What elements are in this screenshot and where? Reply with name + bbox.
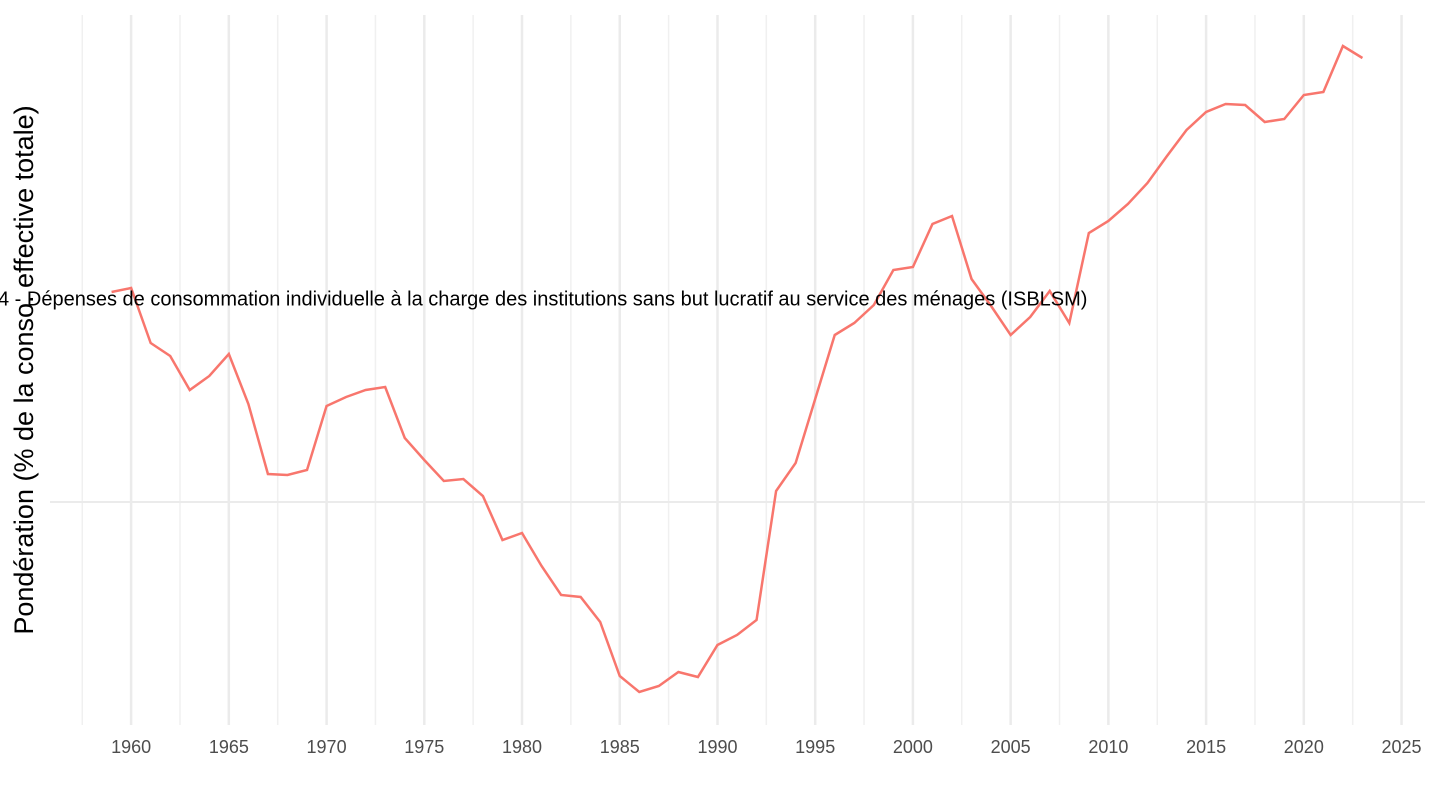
x-tick-label: 2005: [991, 737, 1031, 757]
x-tick-label: 1975: [404, 737, 444, 757]
x-tick-label: 2010: [1088, 737, 1128, 757]
x-tick-label: 1960: [111, 737, 151, 757]
x-tick-label: 1985: [600, 737, 640, 757]
x-tick-label: 1970: [307, 737, 347, 757]
x-tick-label: 1980: [502, 737, 542, 757]
x-tick-label: 2015: [1186, 737, 1226, 757]
x-tick-label: 2025: [1382, 737, 1422, 757]
series-line: [111, 44, 1364, 694]
x-tick-label: 1965: [209, 737, 249, 757]
series-label: 4 - Dépenses de consommation individuell…: [0, 288, 1087, 310]
y-axis-label: Pondération (% de la conso. effective to…: [9, 105, 39, 634]
x-tick-label: 2020: [1284, 737, 1324, 757]
x-tick-label: 1995: [795, 737, 835, 757]
x-tick-label: 2000: [893, 737, 933, 757]
x-tick-label: 1990: [697, 737, 737, 757]
